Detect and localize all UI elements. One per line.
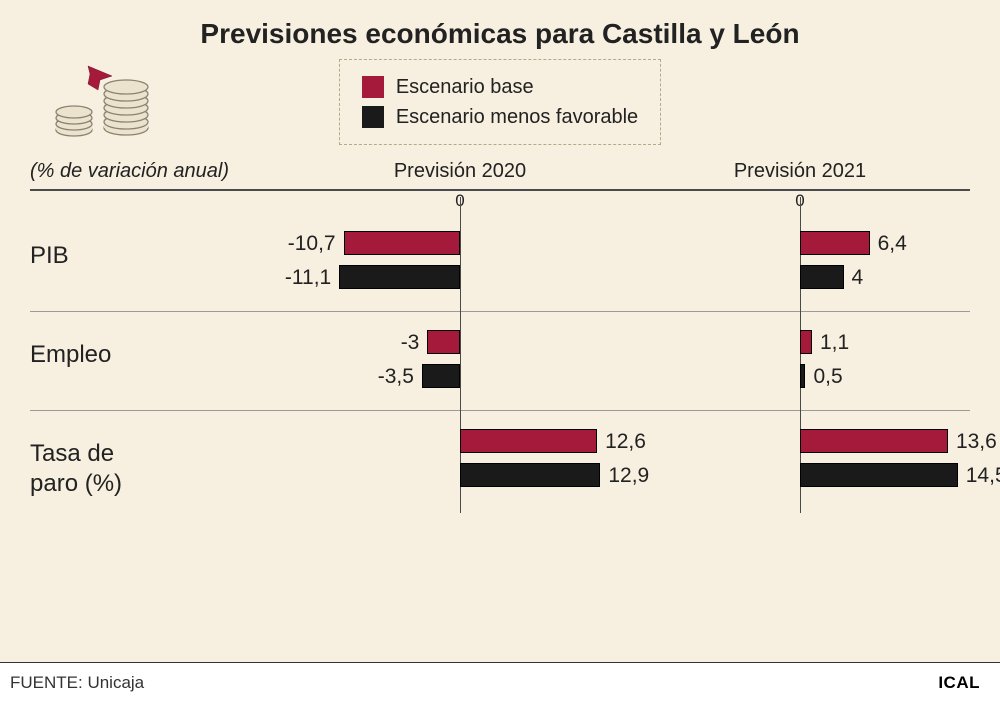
- bar: [460, 463, 600, 487]
- bar-value: 6,4: [878, 232, 907, 256]
- bar-group: 1,10,5: [630, 322, 970, 396]
- bar-value: -11,1: [285, 266, 331, 290]
- subtitle: (% de variación anual): [30, 160, 290, 183]
- bar: [800, 265, 844, 289]
- metric-label: Empleo: [30, 322, 290, 396]
- metric-charts: -3-3,51,10,5: [290, 322, 970, 396]
- mini-chart: 6,44: [630, 223, 970, 297]
- bar-value: -3: [401, 331, 420, 355]
- bar-group: -10,7-11,1: [290, 223, 630, 297]
- footer: FUENTE: Unicaja ICAL: [0, 662, 1000, 703]
- metric-row: Empleo-3-3,51,10,5: [30, 312, 970, 411]
- legend-swatch-base: [362, 76, 384, 98]
- column-headers: (% de variación anual) Previsión 2020 Pr…: [30, 160, 970, 183]
- legend: Escenario base Escenario menos favorable: [339, 59, 661, 145]
- col-header-2021: Previsión 2021: [630, 160, 970, 183]
- bar: [460, 429, 597, 453]
- bar: [800, 463, 958, 487]
- bar: [800, 429, 948, 453]
- legend-item-worse: Escenario menos favorable: [362, 102, 638, 132]
- legend-swatch-worse: [362, 106, 384, 128]
- bar-value: 0,5: [813, 365, 842, 389]
- title: Previsiones económicas para Castilla y L…: [30, 18, 970, 50]
- footer-source: FUENTE: Unicaja: [10, 673, 144, 693]
- bar-value: 1,1: [820, 331, 849, 355]
- metric-label: Tasa deparo (%): [30, 421, 290, 499]
- zero-labels-row: 0 0: [30, 191, 970, 213]
- legend-label-worse: Escenario menos favorable: [396, 102, 638, 132]
- bar: [344, 231, 460, 255]
- bar: [800, 231, 870, 255]
- mini-chart: -10,7-11,1: [290, 223, 630, 297]
- metric-charts: 12,612,913,614,5: [290, 421, 970, 499]
- bar: [800, 330, 812, 354]
- bar: [339, 265, 460, 289]
- infographic: Previsiones económicas para Castilla y L…: [0, 0, 1000, 662]
- mini-chart: 13,614,5: [630, 421, 970, 499]
- bar-value: 14,5: [966, 464, 1000, 488]
- bar: [422, 364, 460, 388]
- legend-label-base: Escenario base: [396, 72, 534, 102]
- metrics-container: PIB-10,7-11,16,44Empleo-3-3,51,10,5Tasa …: [30, 213, 970, 513]
- legend-item-base: Escenario base: [362, 72, 638, 102]
- bar-group: -3 -3,5: [290, 322, 630, 396]
- metric-row: Tasa deparo (%)12,612,913,614,5: [30, 411, 970, 513]
- bar-value: -3,5: [378, 365, 414, 389]
- bar-group: 6,44: [630, 223, 970, 297]
- header-row: Escenario base Escenario menos favorable: [30, 62, 970, 142]
- metric-row: PIB-10,7-11,16,44: [30, 213, 970, 312]
- metric-label: PIB: [30, 223, 290, 297]
- bar-group: 13,614,5: [630, 421, 970, 495]
- bar-value: 4: [852, 266, 864, 290]
- coins-growth-icon: [40, 62, 160, 147]
- bar-value: 13,6: [956, 430, 997, 454]
- bar: [800, 364, 805, 388]
- mini-chart: 1,10,5: [630, 322, 970, 396]
- bar: [427, 330, 460, 354]
- footer-credit: ICAL: [938, 673, 980, 693]
- bar-value: -10,7: [288, 232, 336, 256]
- mini-chart: 12,612,9: [290, 421, 630, 499]
- col-header-2020: Previsión 2020: [290, 160, 630, 183]
- bar-group: 12,612,9: [290, 421, 630, 495]
- metric-charts: -10,7-11,16,44: [290, 223, 970, 297]
- mini-chart: -3 -3,5: [290, 322, 630, 396]
